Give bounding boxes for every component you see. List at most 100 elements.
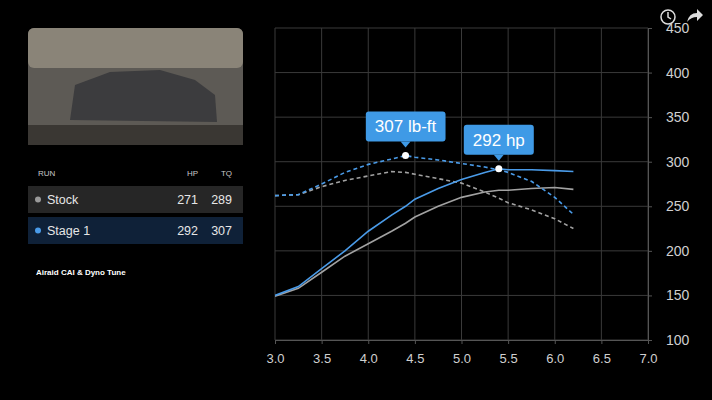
grid	[275, 28, 648, 340]
x-tick: 6.5	[593, 340, 611, 366]
grid-line	[648, 28, 649, 340]
x-tick-mark	[601, 340, 602, 344]
grid-line	[275, 28, 648, 29]
grid-line	[414, 28, 415, 340]
y-tick-label: 350	[666, 109, 690, 125]
callout-point	[495, 165, 502, 172]
callout-pointer	[401, 141, 411, 147]
y-tick: 250	[648, 198, 690, 214]
grid-line	[275, 250, 648, 251]
grid-line	[275, 206, 648, 207]
y-tick-mark	[648, 28, 652, 29]
grid-line	[275, 28, 276, 340]
grid-line	[508, 28, 509, 340]
x-tick-mark	[508, 340, 509, 344]
grid-line	[275, 72, 648, 73]
y-tick: 450	[648, 20, 690, 36]
y-tick-mark	[648, 73, 652, 74]
x-tick-label: 4.5	[406, 351, 424, 366]
x-tick: 4.5	[406, 340, 424, 366]
y-tick-mark	[648, 340, 652, 341]
x-tick-mark	[322, 340, 323, 344]
table-header: RUNHPTQ	[38, 169, 232, 178]
y-tick: 300	[648, 154, 690, 170]
y-axis-line	[648, 29, 649, 341]
x-tick-label: 7.0	[639, 351, 657, 366]
y-tick-mark	[648, 162, 652, 163]
photo-car	[70, 70, 217, 122]
y-tick-label: 300	[666, 154, 690, 170]
y-tick-mark	[648, 295, 652, 296]
y-tick: 100	[648, 332, 690, 348]
series-line	[275, 172, 573, 229]
background	[0, 0, 712, 400]
header-cell: HP	[187, 169, 198, 178]
photo-frame	[28, 28, 243, 145]
callout: 307 lb-ft	[366, 111, 446, 159]
photo	[28, 28, 243, 145]
plot-lines	[275, 155, 573, 296]
grid-line	[601, 28, 602, 340]
x-tick: 5.0	[453, 340, 471, 366]
y-tick-mark	[648, 117, 652, 118]
x-tick-label: 6.5	[593, 351, 611, 366]
x-tick: 3.0	[266, 340, 284, 366]
table-cell: 307	[211, 224, 232, 238]
grid-line	[554, 28, 555, 340]
x-tick: 4.0	[360, 340, 378, 366]
table-cell: Stock	[47, 193, 79, 207]
callout-point	[402, 152, 409, 159]
y-tick: 400	[648, 65, 690, 81]
y-tick-label: 250	[666, 198, 690, 214]
series-line	[275, 169, 573, 296]
table-row: Stock 271 289	[28, 186, 243, 213]
series-line	[275, 155, 573, 214]
callout-pointer	[494, 155, 504, 161]
y-tick: 150	[648, 287, 690, 303]
x-tick-mark	[275, 340, 276, 344]
caption: Airaid CAI & Dyno Tune	[36, 268, 126, 277]
row-background	[28, 217, 243, 244]
x-tick-mark	[415, 340, 416, 344]
photo-wall	[28, 28, 243, 68]
clock-hands	[668, 12, 671, 19]
grid-line	[275, 117, 648, 118]
grid-line	[275, 161, 648, 162]
annotations: 307 lb-ft 292 hp	[366, 111, 534, 172]
table-cell: 289	[211, 193, 232, 207]
y-tick-label: 100	[666, 332, 690, 348]
x-tick: 5.5	[500, 340, 518, 366]
y-axis: 100 150 200 250 300 350 400 450	[648, 20, 690, 348]
y-tick-label: 400	[666, 65, 690, 81]
x-tick-mark	[462, 340, 463, 344]
table-row: Stage 1 292 307	[28, 217, 243, 244]
callout: 292 hp	[464, 125, 534, 173]
y-tick-label: 450	[666, 20, 690, 36]
x-tick-label: 5.0	[453, 351, 471, 366]
y-tick-label: 200	[666, 243, 690, 259]
photo-floor	[28, 125, 243, 145]
x-tick-label: 5.5	[500, 351, 518, 366]
row-background	[28, 186, 243, 213]
table-cell: 292	[177, 224, 198, 238]
table-cell: Stage 1	[47, 224, 90, 238]
y-tick-label: 150	[666, 287, 690, 303]
x-tick-label: 3.0	[266, 351, 284, 366]
x-tick-mark	[555, 340, 556, 344]
header-cell: RUN	[38, 169, 56, 178]
row-dot	[35, 197, 41, 203]
y-tick: 200	[648, 243, 690, 259]
share-icon	[687, 9, 703, 22]
callout-box	[464, 125, 534, 155]
grid-line	[275, 295, 648, 296]
x-tick-mark	[368, 340, 369, 344]
x-tick-label: 6.0	[546, 351, 564, 366]
x-axis: 3.0 3.5 4.0 4.5 5.0 5.5 6.0 6.5 7.0	[266, 340, 657, 366]
x-tick: 3.5	[313, 340, 331, 366]
x-tick-label: 3.5	[313, 351, 331, 366]
x-tick: 6.0	[546, 340, 564, 366]
table-cell: 271	[177, 193, 198, 207]
x-tick: 7.0	[639, 340, 657, 366]
x-tick-label: 4.0	[360, 351, 378, 366]
series-line	[275, 188, 573, 297]
